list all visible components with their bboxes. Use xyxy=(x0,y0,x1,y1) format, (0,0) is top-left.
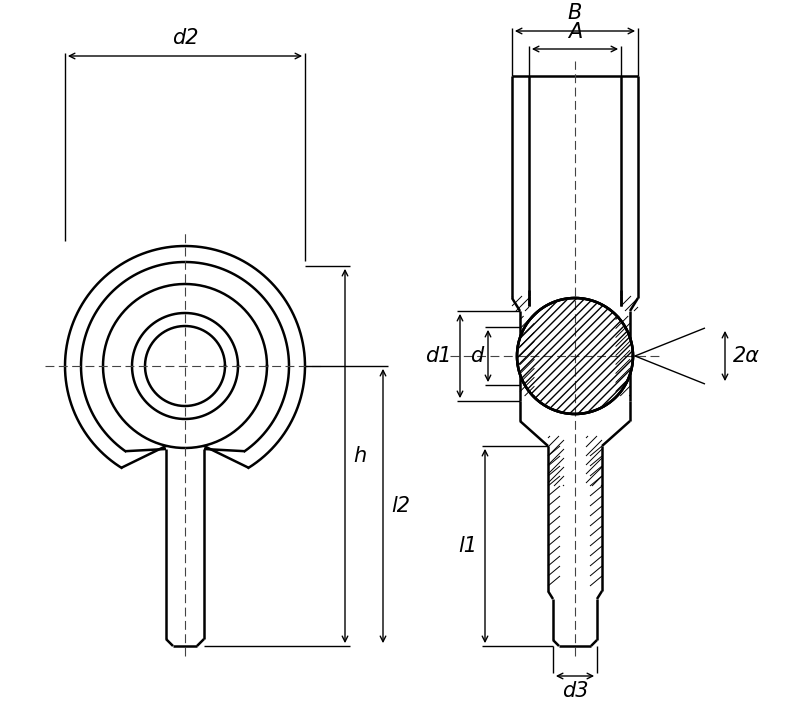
Text: d3: d3 xyxy=(562,681,588,701)
Text: h: h xyxy=(353,446,366,466)
Circle shape xyxy=(517,298,633,414)
Text: 2α: 2α xyxy=(733,346,760,366)
Text: d2: d2 xyxy=(172,28,198,48)
Bar xyxy=(529,283,621,303)
Text: d: d xyxy=(470,346,483,366)
Text: l1: l1 xyxy=(458,536,477,556)
Text: d1: d1 xyxy=(426,346,452,366)
Text: l2: l2 xyxy=(391,496,410,516)
Text: B: B xyxy=(568,3,582,23)
Text: A: A xyxy=(568,22,582,42)
